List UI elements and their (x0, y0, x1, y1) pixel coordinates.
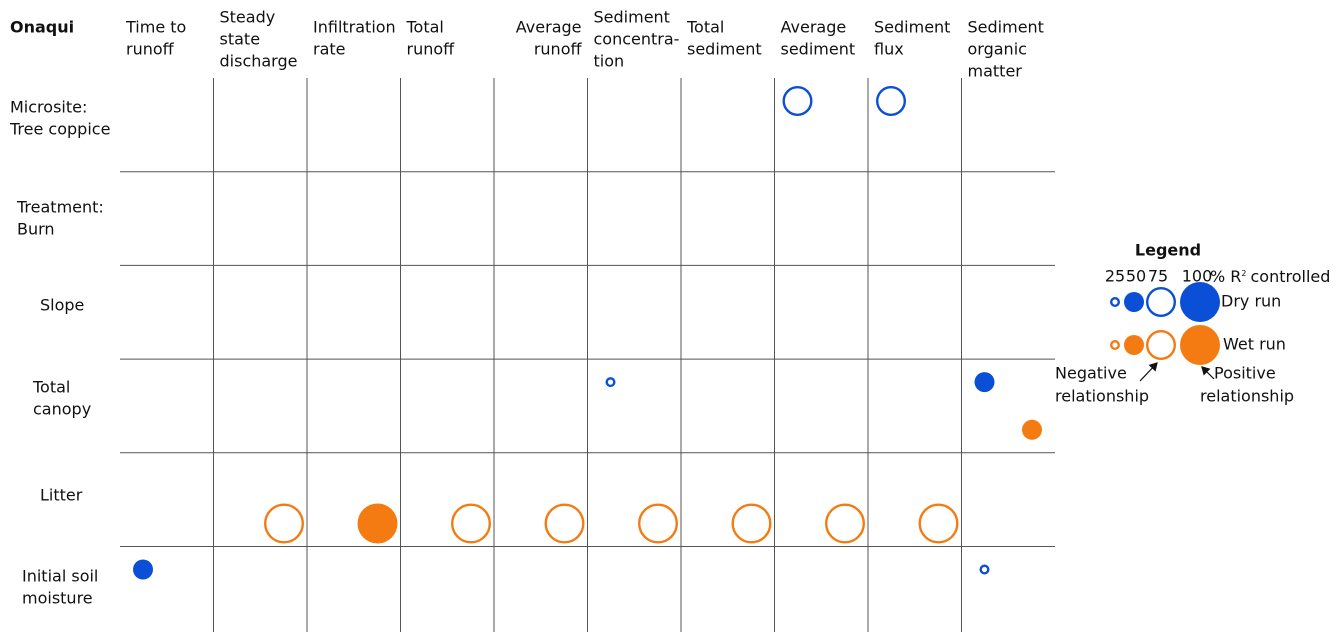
column-header: Sediment (874, 18, 950, 37)
row-label: Litter (40, 486, 83, 505)
title: Onaqui (10, 18, 74, 37)
column-header: runoff (126, 40, 175, 59)
effect-circle (357, 503, 398, 544)
row-label: Slope (40, 296, 84, 315)
legend-unit: % R (1210, 267, 1241, 286)
column-header: Average (781, 18, 847, 37)
column-header: tion (594, 52, 625, 71)
arrow (1201, 366, 1215, 380)
row-label: moisture (22, 589, 93, 608)
legend-circle (1180, 325, 1220, 365)
legend-level: 75 (1148, 267, 1168, 286)
column-header: state (220, 30, 261, 49)
column-header: Total (686, 18, 724, 37)
row-label: Microsite: (10, 98, 87, 117)
legend-circle (1124, 335, 1144, 355)
legend-unit: 2 (1241, 269, 1246, 278)
legend-note: Negative (1055, 364, 1127, 383)
column-header: Steady (220, 8, 276, 27)
effect-circle (133, 559, 153, 580)
column-header: Average (516, 18, 582, 37)
column-header: Total (406, 18, 444, 37)
legend-circle (1145, 287, 1176, 318)
legend-circle (1109, 340, 1120, 351)
column-header: concentra- (594, 30, 680, 49)
effect-circle (979, 564, 990, 575)
column-header: runoff (534, 40, 583, 59)
legend-level: 100 (1182, 267, 1213, 286)
legend-title: Legend (1135, 241, 1201, 260)
column-header: flux (874, 40, 904, 59)
column-header: sediment (781, 40, 856, 59)
legend-note: Positive (1214, 364, 1276, 383)
column-header: Infiltration (313, 18, 396, 37)
row-label: canopy (33, 400, 91, 419)
effect-circle (731, 503, 772, 544)
column-header: rate (313, 40, 346, 59)
legend-run: Dry run (1221, 292, 1281, 311)
row-label: Initial soil (22, 567, 98, 586)
row-label: Treatment: (16, 198, 104, 217)
column-header: Time to (125, 18, 186, 37)
legend-run: Wet run (1223, 335, 1286, 354)
arrow (1139, 362, 1158, 382)
effect-circle (1022, 419, 1042, 440)
column-header: Sediment (594, 8, 670, 27)
effect-circle (974, 372, 995, 393)
row-label: Total (32, 378, 70, 397)
legend-circle (1124, 292, 1144, 312)
effect-circle (451, 503, 492, 544)
row-label: Tree coppice (9, 120, 110, 139)
column-header: sediment (687, 40, 762, 59)
legend-unit: controlled (1251, 267, 1331, 286)
legend-unit: % R2 controlled (1210, 267, 1330, 286)
legend-circle (1180, 282, 1220, 322)
effect-circle (876, 85, 907, 116)
effect-circle (605, 377, 616, 388)
column-header: runoff (407, 40, 456, 59)
effect-circle (638, 503, 679, 544)
column-header: matter (968, 62, 1023, 81)
effect-circle (825, 503, 866, 544)
column-header: organic (968, 40, 1027, 59)
legend-note: relationship (1200, 387, 1294, 406)
effect-circle (264, 503, 305, 544)
column-header: Sediment (968, 18, 1044, 37)
legend-circle (1145, 330, 1176, 361)
column-header: discharge (220, 52, 298, 71)
legend-circle (1109, 297, 1120, 308)
effect-circle (782, 85, 813, 116)
legend-level: 25 (1105, 267, 1125, 286)
row-label: Burn (17, 220, 55, 239)
legend-note: relationship (1055, 387, 1149, 406)
effect-circle (918, 503, 959, 544)
effect-circle (544, 503, 585, 544)
legend-level: 50 (1126, 267, 1146, 286)
